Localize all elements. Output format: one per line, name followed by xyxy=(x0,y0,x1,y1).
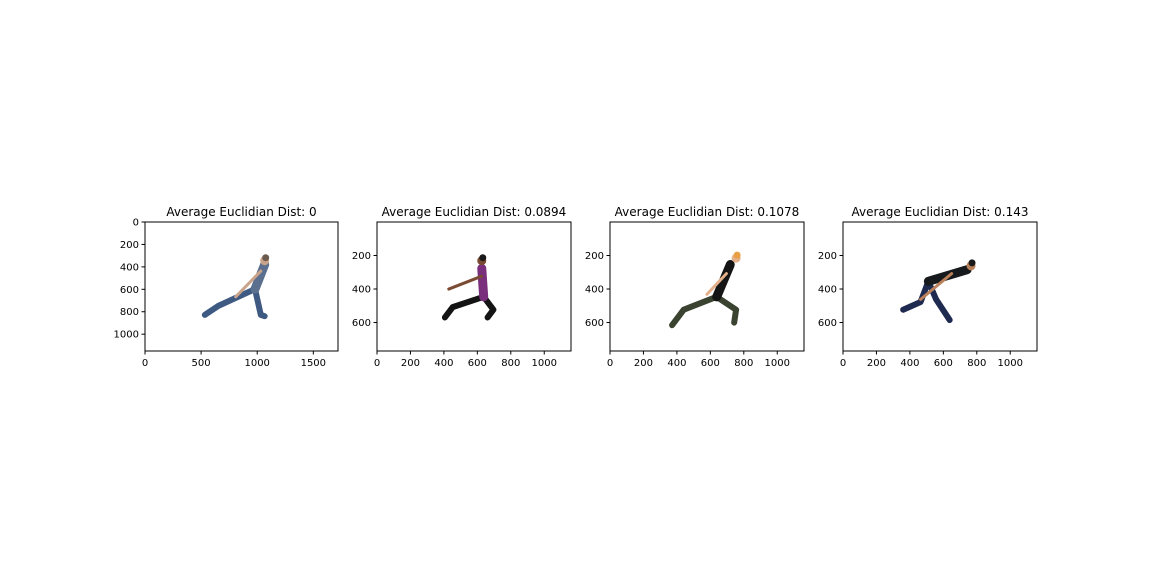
subplot-image xyxy=(900,259,976,324)
subplot-title: Average Euclidian Dist: 0.143 xyxy=(851,205,1028,219)
subplot-3: Average Euclidian Dist: 0.1078 0 200 400 600… xyxy=(585,205,805,369)
hair xyxy=(733,251,741,259)
torso xyxy=(477,263,489,302)
x-tick-label: 1500 xyxy=(301,358,326,369)
x-tick-label: 400 xyxy=(434,358,453,369)
subplot-1: Average Euclidian Dist: 0 0 500 1000 1500 0 20… xyxy=(114,205,339,369)
y-tick-label: 200 xyxy=(352,251,371,262)
y-tick-label: 1000 xyxy=(114,330,139,341)
x-tick-label: 0 xyxy=(607,358,613,369)
back-leg xyxy=(441,293,487,321)
subplot-title: Average Euclidian Dist: 0 xyxy=(166,205,316,219)
x-tick-label: 600 xyxy=(934,358,953,369)
arm xyxy=(234,269,263,299)
arm xyxy=(447,274,484,291)
x-tick-label: 600 xyxy=(701,358,720,369)
front-leg xyxy=(713,293,740,326)
subplot-image xyxy=(441,254,497,321)
arm xyxy=(705,272,728,296)
front-leg xyxy=(925,278,953,324)
hair xyxy=(262,254,270,262)
x-tick-label: 800 xyxy=(967,358,986,369)
x-tick-label: 1000 xyxy=(244,358,269,369)
back-leg xyxy=(900,278,932,313)
arm xyxy=(919,272,954,301)
y-tick-label: 400 xyxy=(120,262,139,273)
subplot-4: Average Euclidian Dist: 0.143 0 200 400 600 8… xyxy=(818,205,1038,369)
torso xyxy=(250,260,270,294)
subplot-title: Average Euclidian Dist: 0.1078 xyxy=(615,205,800,219)
back-leg xyxy=(201,286,259,318)
x-tick-label: 1000 xyxy=(532,358,557,369)
x-tick-label: 400 xyxy=(667,358,686,369)
x-tick-label: 600 xyxy=(468,358,487,369)
x-tick-label: 800 xyxy=(501,358,520,369)
x-tick-label: 200 xyxy=(401,358,420,369)
y-tick-label: 200 xyxy=(585,251,604,262)
y-tick-label: 0 xyxy=(133,218,139,229)
y-tick-label: 800 xyxy=(120,307,139,318)
x-tick-label: 0 xyxy=(142,358,148,369)
x-tick-label: 400 xyxy=(900,358,919,369)
axes-frame xyxy=(376,221,572,352)
axes-frame xyxy=(842,221,1038,352)
x-tick-label: 800 xyxy=(734,358,753,369)
back-leg xyxy=(669,293,720,329)
y-tick-label: 600 xyxy=(120,285,139,296)
hair xyxy=(479,254,487,262)
axes-frame xyxy=(144,221,339,352)
x-tick-label: 0 xyxy=(374,358,380,369)
x-tick-label: 0 xyxy=(840,358,846,369)
x-tick-label: 500 xyxy=(192,358,211,369)
y-tick-label: 600 xyxy=(352,318,371,329)
x-tick-label: 1000 xyxy=(765,358,790,369)
x-tick-label: 1000 xyxy=(998,358,1023,369)
y-tick-label: 600 xyxy=(585,318,604,329)
y-tick-label: 200 xyxy=(120,240,139,251)
y-tick-label: 400 xyxy=(818,285,837,296)
y-tick-label: 400 xyxy=(585,285,604,296)
front-leg xyxy=(480,293,497,321)
axes-frame xyxy=(609,221,805,352)
subplot-image xyxy=(201,254,270,320)
y-tick-label: 200 xyxy=(818,251,837,262)
x-tick-label: 200 xyxy=(867,358,886,369)
y-tick-label: 400 xyxy=(352,285,371,296)
hair xyxy=(968,259,976,267)
y-tick-label: 600 xyxy=(818,318,837,329)
torso xyxy=(712,260,735,302)
subplot-2: Average Euclidian Dist: 0.0894 0 200 400 600… xyxy=(352,205,572,369)
x-tick-label: 200 xyxy=(634,358,653,369)
subplot-image xyxy=(669,251,741,329)
front-leg xyxy=(252,286,268,320)
subplot-title: Average Euclidian Dist: 0.0894 xyxy=(382,205,567,219)
